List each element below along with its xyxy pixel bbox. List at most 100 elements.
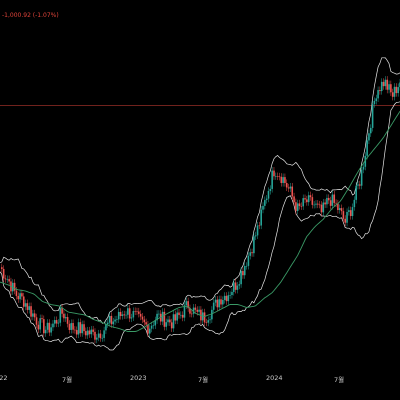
candle-body <box>317 203 319 205</box>
candle-body <box>139 313 142 317</box>
candle-body <box>304 198 306 200</box>
candle-body <box>161 311 164 322</box>
candle-body <box>150 325 153 329</box>
candle-body <box>236 285 239 290</box>
x-tick-label: 2022 <box>0 374 8 382</box>
candle-body <box>17 295 20 300</box>
candle-body <box>207 320 210 323</box>
candle-body <box>35 317 38 325</box>
candle-body <box>86 330 89 336</box>
candle-body <box>349 210 352 217</box>
moving-average-line <box>0 110 400 332</box>
candle-body <box>320 204 323 213</box>
candle-body <box>68 323 71 330</box>
candle-body <box>4 278 7 280</box>
x-tick-label: 2024 <box>266 374 283 382</box>
price-change-text: -1,000.92 (-1.07%) <box>2 12 59 19</box>
candle-body <box>311 197 314 205</box>
candle-body <box>136 311 138 313</box>
candle-body <box>375 98 378 101</box>
candle-body <box>187 301 189 309</box>
candle-body <box>265 198 268 201</box>
candle-body <box>285 183 288 188</box>
candle-body <box>85 331 87 336</box>
candle-body <box>296 203 299 211</box>
candle-body <box>64 317 67 319</box>
lower-band-line <box>0 101 400 351</box>
candle-body <box>247 255 250 266</box>
candle-body <box>293 196 295 203</box>
candle-body <box>298 203 301 206</box>
candle-body <box>44 329 47 334</box>
candle-body <box>251 252 253 254</box>
x-tick-label: 7월 <box>334 376 345 384</box>
candle-body <box>148 328 151 334</box>
candle-body <box>386 79 389 90</box>
candle-body <box>70 323 73 330</box>
candle-body <box>377 90 379 99</box>
candle-body <box>315 203 317 205</box>
candle-body <box>351 207 354 217</box>
candle-body <box>307 195 310 203</box>
candle-body <box>81 324 83 334</box>
candle-body <box>30 306 32 317</box>
candle-body <box>309 195 312 198</box>
candle-body <box>158 313 160 315</box>
candle-body <box>198 309 200 312</box>
candle-body <box>128 308 131 319</box>
candle-body <box>229 295 231 296</box>
candle-body <box>88 330 91 335</box>
candle-body <box>287 187 290 189</box>
candle-body <box>368 133 370 141</box>
candle-body <box>143 319 146 323</box>
candle-body <box>127 308 129 315</box>
candle-body <box>194 307 197 310</box>
candle-body <box>284 177 286 184</box>
candle-body <box>335 202 337 204</box>
candle-body <box>57 322 60 324</box>
candle-body <box>192 307 195 314</box>
candle-body <box>163 311 166 327</box>
candle-body <box>43 319 45 334</box>
candle-body <box>103 330 105 338</box>
candle-body <box>254 235 257 237</box>
candle-body <box>145 322 147 325</box>
candle-body <box>203 312 206 323</box>
candle-body <box>231 291 233 296</box>
candle-body <box>362 166 365 170</box>
candle-body <box>190 313 193 315</box>
candle-body <box>75 330 78 335</box>
candle-body <box>59 308 62 323</box>
candle-body <box>46 322 49 330</box>
x-tick-label: 7월 <box>198 376 209 384</box>
candle-body <box>209 319 211 321</box>
candle-body <box>242 271 244 276</box>
candle-body <box>262 205 264 210</box>
candle-body <box>225 295 228 302</box>
candle-body <box>260 209 262 226</box>
candle-body <box>353 199 356 208</box>
candle-body <box>391 92 394 97</box>
candle-body <box>138 311 140 314</box>
candle-body <box>249 252 252 256</box>
candle-body <box>55 320 58 324</box>
candle-body <box>159 313 162 322</box>
candle-body <box>348 210 350 212</box>
x-tick-label: 2023 <box>130 374 147 382</box>
candle-body <box>295 202 297 211</box>
candle-body <box>121 314 124 316</box>
candle-body <box>360 169 363 186</box>
candle-body <box>125 314 127 316</box>
candle-body <box>169 319 171 323</box>
candle-body <box>152 325 155 326</box>
candle-body <box>220 299 222 305</box>
candle-body <box>338 208 341 211</box>
candle-body <box>211 309 213 320</box>
candle-body <box>83 324 85 332</box>
candle-body <box>366 140 368 156</box>
candle-body <box>174 314 177 321</box>
candle-body <box>22 296 25 307</box>
candle-body <box>119 311 122 316</box>
